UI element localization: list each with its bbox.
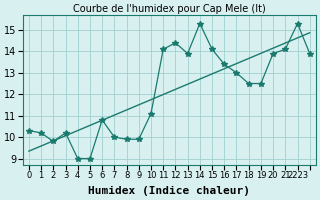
- X-axis label: Humidex (Indice chaleur): Humidex (Indice chaleur): [88, 186, 250, 196]
- Title: Courbe de l'humidex pour Cap Mele (It): Courbe de l'humidex pour Cap Mele (It): [73, 4, 266, 14]
